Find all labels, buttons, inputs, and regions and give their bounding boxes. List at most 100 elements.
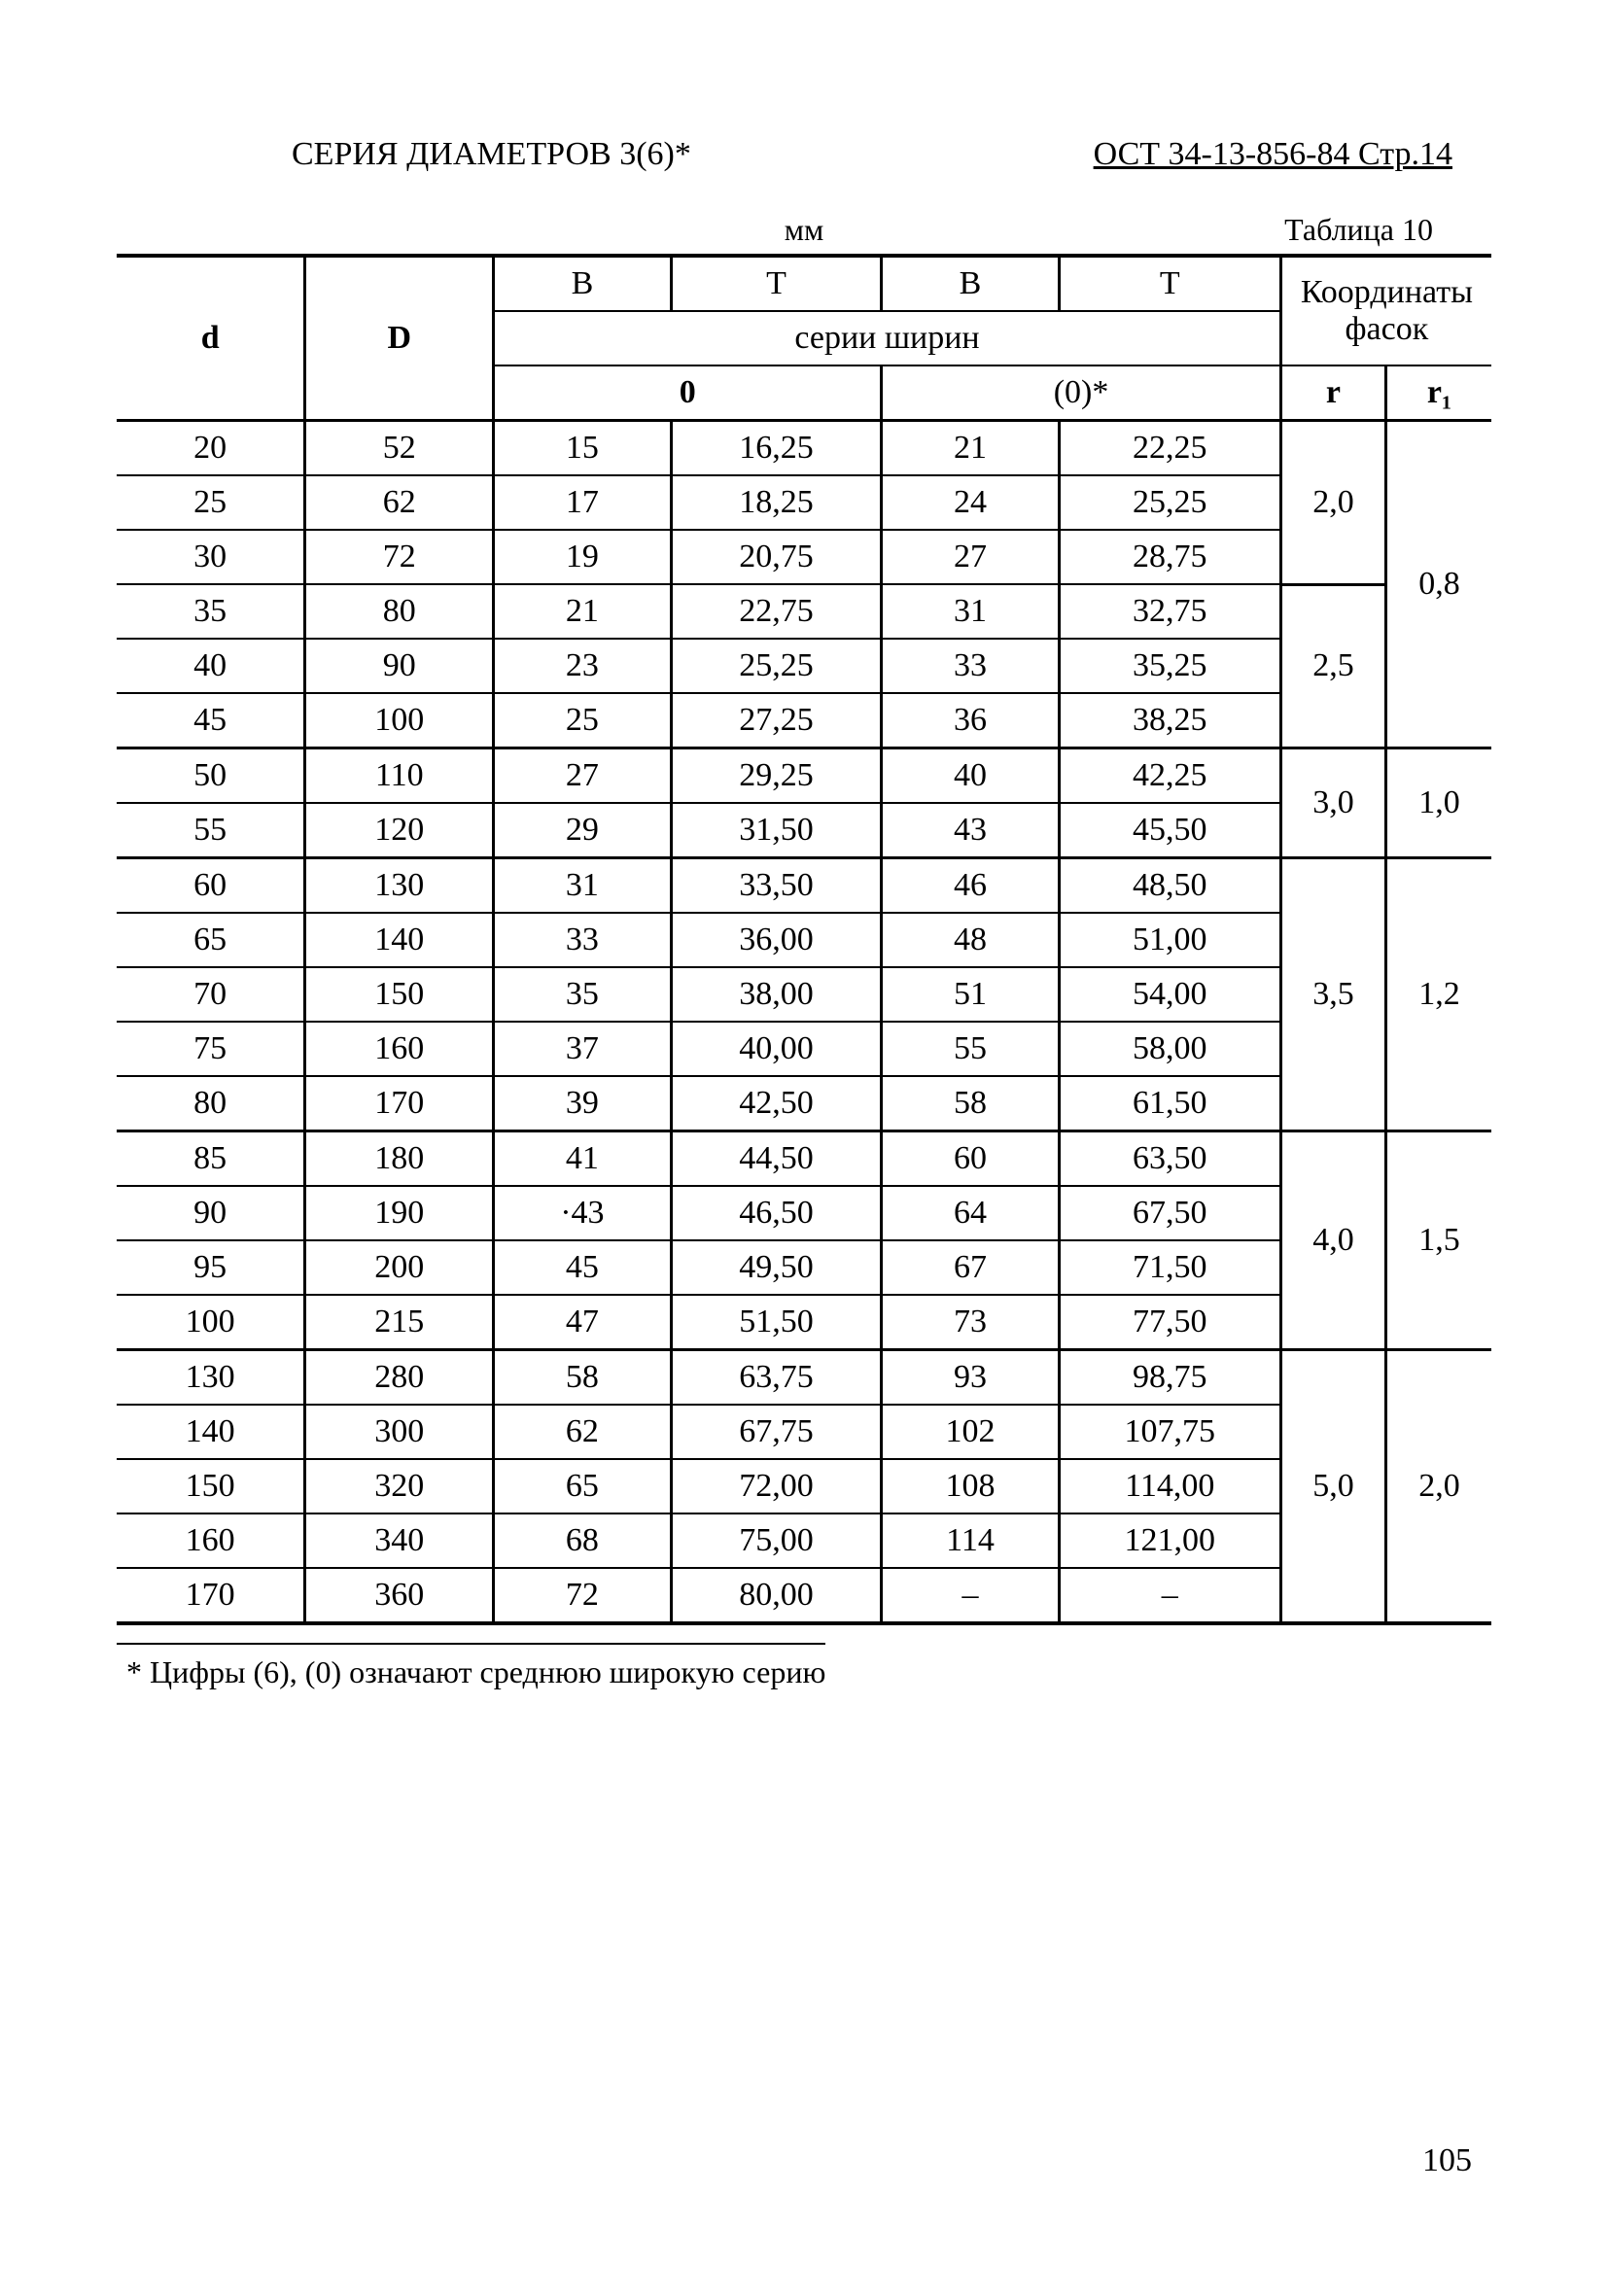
header-left: СЕРИЯ ДИАМЕТРОВ 3(6)* xyxy=(292,136,691,173)
cell: 80 xyxy=(117,1076,305,1131)
col-r-label: r xyxy=(1326,374,1341,410)
cell: 67 xyxy=(882,1240,1059,1295)
cell: ·43 xyxy=(494,1186,671,1240)
cell: 170 xyxy=(117,1568,305,1623)
cell: 35 xyxy=(494,967,671,1022)
cell: 31 xyxy=(882,584,1059,639)
cell: 360 xyxy=(305,1568,494,1623)
footnote-wrap: * Цифры (6), (0) означают среднюю широку… xyxy=(117,1625,1491,1690)
cell: 280 xyxy=(305,1350,494,1406)
unit-label: мм xyxy=(785,212,824,247)
cell: 27 xyxy=(882,530,1059,584)
cell: 44,50 xyxy=(671,1131,882,1187)
cell: 29,25 xyxy=(671,748,882,804)
cell: 40 xyxy=(117,639,305,693)
cell: 46,50 xyxy=(671,1186,882,1240)
cell: 62 xyxy=(494,1405,671,1459)
cell: 60 xyxy=(117,858,305,914)
cell: 150 xyxy=(117,1459,305,1513)
cell: 61,50 xyxy=(1059,1076,1280,1131)
cell: 55 xyxy=(117,803,305,858)
cell-r1: 1,0 xyxy=(1386,748,1491,858)
cell: 90 xyxy=(305,639,494,693)
cell: 58 xyxy=(494,1350,671,1406)
cell: 95 xyxy=(117,1240,305,1295)
col-T1: Т xyxy=(1059,256,1280,311)
series-label: серии ширин xyxy=(494,311,1281,365)
cell: 33 xyxy=(882,639,1059,693)
cell: 68 xyxy=(494,1513,671,1568)
cell: 33 xyxy=(494,913,671,967)
table-head: d D В Т В Т Координаты фасок серии ширин… xyxy=(117,256,1491,421)
cell: 75 xyxy=(117,1022,305,1076)
cell: 300 xyxy=(305,1405,494,1459)
cell: 17 xyxy=(494,475,671,530)
cell-r: 2,5 xyxy=(1280,584,1385,748)
cell: 93 xyxy=(882,1350,1059,1406)
cell: 39 xyxy=(494,1076,671,1131)
cell: 45 xyxy=(117,693,305,748)
col-coords: Координаты фасок xyxy=(1280,256,1491,365)
series-0-label: 0 xyxy=(680,374,696,410)
col-d-label: d xyxy=(201,320,220,356)
cell: 49,50 xyxy=(671,1240,882,1295)
cell: 190 xyxy=(305,1186,494,1240)
cell: 67,50 xyxy=(1059,1186,1280,1240)
cell-r1: 1,2 xyxy=(1386,858,1491,1131)
cell: 130 xyxy=(117,1350,305,1406)
cell: 65 xyxy=(494,1459,671,1513)
cell: 28,75 xyxy=(1059,530,1280,584)
cell: 33,50 xyxy=(671,858,882,914)
cell: 15 xyxy=(494,421,671,476)
table-row: 601303133,504648,503,51,2 xyxy=(117,858,1491,914)
series-0: 0 xyxy=(494,365,882,421)
cell: 25 xyxy=(494,693,671,748)
col-r1: r₁ xyxy=(1386,365,1491,421)
cell: 36 xyxy=(882,693,1059,748)
header-right: ОСТ 34-13-856-84 Стр.14 xyxy=(1094,136,1452,173)
cell: 48 xyxy=(882,913,1059,967)
cell: 110 xyxy=(305,748,494,804)
cell: 31,50 xyxy=(671,803,882,858)
cell: 37 xyxy=(494,1022,671,1076)
cell: 160 xyxy=(117,1513,305,1568)
col-D: D xyxy=(305,256,494,421)
cell: 100 xyxy=(117,1295,305,1350)
col-T0: Т xyxy=(671,256,882,311)
cell: 72 xyxy=(494,1568,671,1623)
cell: 30 xyxy=(117,530,305,584)
cell: 102 xyxy=(882,1405,1059,1459)
cell: 107,75 xyxy=(1059,1405,1280,1459)
cell: 47 xyxy=(494,1295,671,1350)
cell: 51,00 xyxy=(1059,913,1280,967)
col-D-label: D xyxy=(387,320,411,356)
cell: 60 xyxy=(882,1131,1059,1187)
cell: 32,75 xyxy=(1059,584,1280,639)
cell: 45 xyxy=(494,1240,671,1295)
cell: 21 xyxy=(882,421,1059,476)
cell: 25,25 xyxy=(671,639,882,693)
cell: 320 xyxy=(305,1459,494,1513)
cell: 72,00 xyxy=(671,1459,882,1513)
cell: 58 xyxy=(882,1076,1059,1131)
cell: 160 xyxy=(305,1022,494,1076)
cell: 51,50 xyxy=(671,1295,882,1350)
cell: 180 xyxy=(305,1131,494,1187)
cell: 19 xyxy=(494,530,671,584)
cell: 35 xyxy=(117,584,305,639)
cell: 73 xyxy=(882,1295,1059,1350)
cell: 42,50 xyxy=(671,1076,882,1131)
col-d: d xyxy=(117,256,305,421)
cell: 140 xyxy=(117,1405,305,1459)
cell: 29 xyxy=(494,803,671,858)
cell: 38,00 xyxy=(671,967,882,1022)
series-0x: (0)* xyxy=(882,365,1281,421)
cell: 80 xyxy=(305,584,494,639)
cell: 67,75 xyxy=(671,1405,882,1459)
page-number: 105 xyxy=(1422,2142,1472,2179)
cell: 25 xyxy=(117,475,305,530)
page: СЕРИЯ ДИАМЕТРОВ 3(6)* ОСТ 34-13-856-84 С… xyxy=(0,0,1608,2296)
cell-r: 3,5 xyxy=(1280,858,1385,1131)
cell-r1: 2,0 xyxy=(1386,1350,1491,1624)
cell: 51 xyxy=(882,967,1059,1022)
